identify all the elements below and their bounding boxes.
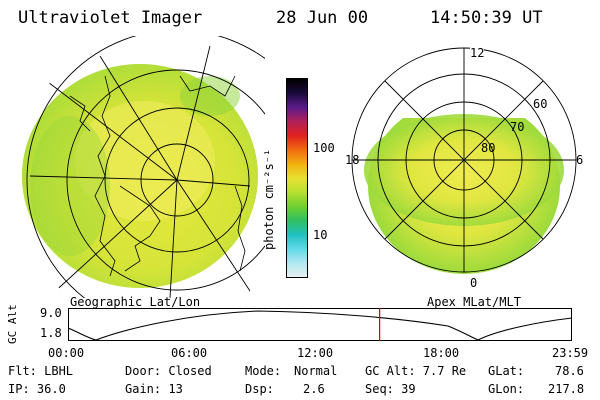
mode-label: Mode:	[245, 364, 282, 378]
apex-label: Apex MLat/MLT	[427, 295, 521, 309]
magnetic-image-panel	[340, 46, 590, 274]
glat-label: GLat:	[488, 364, 525, 378]
dsp-value: 2.6	[303, 382, 325, 396]
colorbar	[286, 78, 308, 278]
geographic-label: Geographic Lat/Lon	[70, 295, 201, 309]
mlt-label-0: 0	[470, 276, 478, 290]
timeline-ylabel: GC Alt	[6, 304, 19, 344]
filter-readout: Flt: LBHL	[8, 364, 74, 378]
seq-readout: Seq: 39	[365, 382, 416, 396]
timeline-xtick-2359: 23:59	[552, 346, 589, 360]
ip-readout: IP: 36.0	[8, 382, 66, 396]
mlt-label-18: 18	[345, 153, 360, 167]
mlat-label-60: 60	[533, 97, 548, 111]
timeline-xtick-1800: 18:00	[423, 346, 460, 360]
orbit-altitude-timeline	[68, 308, 572, 341]
colorbar-unit-label: photon cm⁻²s⁻¹	[262, 148, 276, 250]
colorbar-tick-10: 10	[313, 228, 328, 242]
glat-value: 78.6	[555, 364, 584, 378]
timeline-xtick-0600: 06:00	[171, 346, 208, 360]
timeline-xtick-1200: 12:00	[297, 346, 334, 360]
instrument-title: Ultraviolet Imager	[18, 8, 203, 28]
timeline-ytick-low: 1.8	[40, 326, 62, 340]
door-readout: Door: Closed	[125, 364, 212, 378]
longitude-line	[29, 175, 178, 181]
glon-label: GLon:	[488, 382, 525, 396]
gcalt-readout: GC Alt: 7.7 Re	[365, 364, 467, 378]
timeline-xtick-0000: 00:00	[48, 346, 85, 360]
colorbar-tick-100: 100	[313, 141, 335, 155]
date-label: 28 Jun 00	[276, 8, 369, 28]
mlat-label-80: 80	[481, 141, 496, 155]
mode-value: Normal	[294, 364, 338, 378]
geographic-image-panel	[22, 36, 265, 298]
mlat-label-70: 70	[510, 120, 525, 134]
glon-value: 217.8	[548, 382, 585, 396]
timeline-ytick-high: 9.0	[40, 306, 62, 320]
altitude-curve	[68, 310, 572, 341]
gain-readout: Gain: 13	[125, 382, 183, 396]
mlt-label-6: 6	[576, 153, 584, 167]
dsp-label: Dsp:	[245, 382, 274, 396]
mlt-label-12: 12	[470, 46, 485, 60]
time-label: 14:50:39 UT	[430, 8, 543, 28]
latitude-circle	[140, 143, 214, 217]
